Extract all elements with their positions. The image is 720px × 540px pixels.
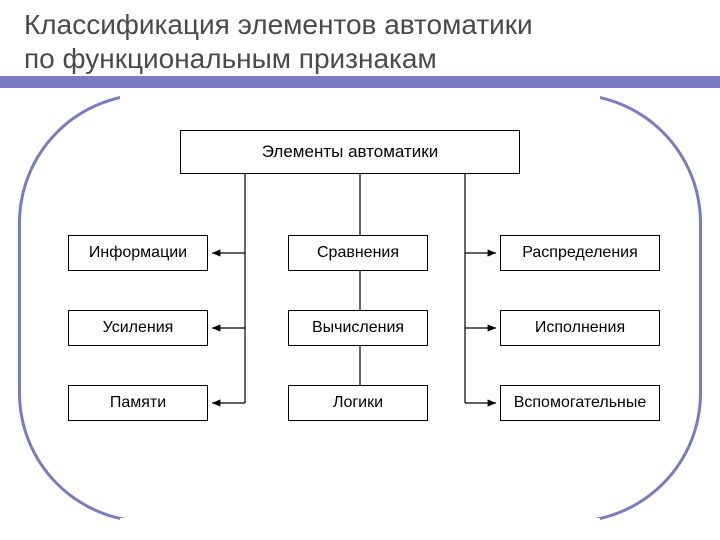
node-compute: Вычисления (288, 310, 428, 346)
title-line1: Классификация элементов автоматики (24, 9, 533, 40)
flowchart: Элементы автоматики Информации Усиления … (40, 100, 680, 500)
root-node: Элементы автоматики (180, 130, 520, 174)
node-execute: Исполнения (500, 310, 660, 346)
node-amplify: Усиления (68, 310, 208, 346)
node-info: Информации (68, 235, 208, 271)
node-memory: Памяти (68, 385, 208, 421)
node-compare: Сравнения (288, 235, 428, 271)
node-logic: Логики (288, 385, 428, 421)
slide-title: Классификация элементов автоматики по фу… (24, 8, 533, 75)
header-band (0, 76, 720, 88)
border-gap-bottom (120, 518, 600, 530)
title-line2: по функциональным признакам (24, 43, 437, 74)
node-distribute: Распределения (500, 235, 660, 271)
node-auxiliary: Вспомогательные (500, 385, 660, 421)
border-gap-top (120, 88, 600, 100)
